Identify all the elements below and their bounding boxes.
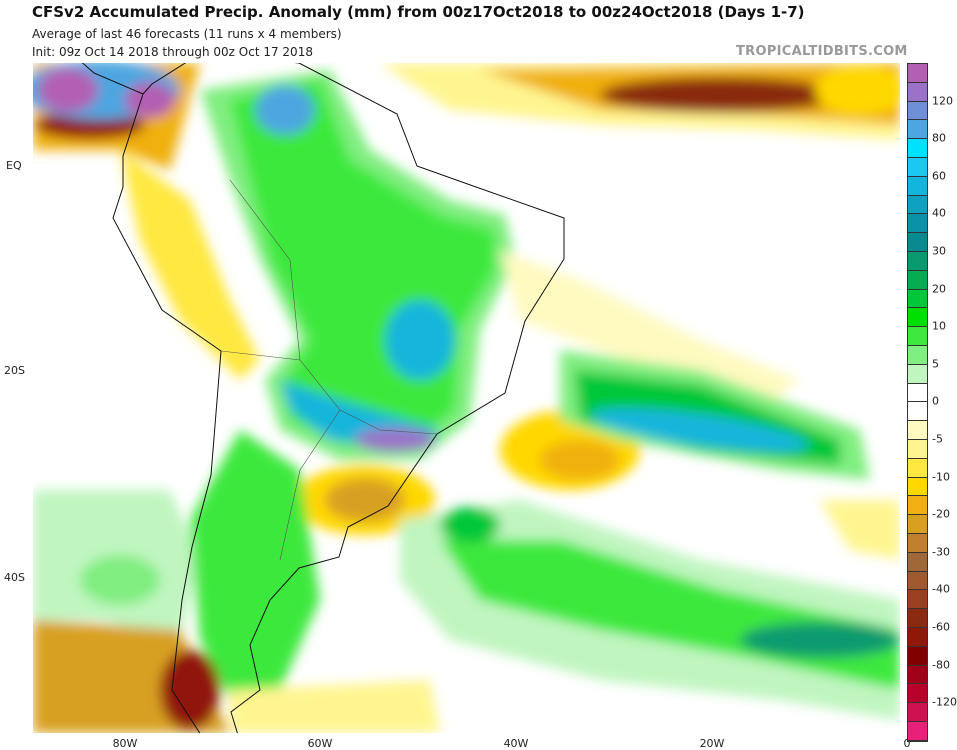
colorbar-segment bbox=[908, 458, 927, 478]
colorbar-segment bbox=[908, 157, 927, 177]
colorbar-segment bbox=[908, 308, 927, 328]
colorbar-label: -20 bbox=[932, 507, 950, 521]
colorbar-label: 10 bbox=[932, 319, 946, 333]
colorbar-segment bbox=[908, 64, 927, 83]
colorbar-segment bbox=[908, 233, 927, 252]
colorbar bbox=[907, 63, 928, 742]
colorbar-label: 40 bbox=[932, 206, 946, 220]
colorbar-segment bbox=[908, 684, 927, 704]
colorbar-segment bbox=[908, 590, 927, 610]
colorbar-segment bbox=[908, 439, 927, 459]
colorbar-label: 80 bbox=[932, 131, 946, 145]
colorbar-segment bbox=[908, 646, 927, 666]
lon-label-80w: 80W bbox=[112, 737, 138, 750]
colorbar-segment bbox=[908, 515, 927, 534]
colorbar-label: 20 bbox=[932, 282, 946, 296]
colorbar-segment bbox=[908, 421, 927, 440]
precip-anomaly-map bbox=[33, 63, 900, 733]
colorbar-segment bbox=[908, 477, 927, 497]
lat-label-20s: 20S bbox=[4, 364, 25, 377]
colorbar-label: 0 bbox=[932, 394, 939, 408]
colorbar-segment bbox=[908, 101, 927, 121]
colorbar-label: -5 bbox=[932, 432, 943, 446]
colorbar-label: 30 bbox=[932, 244, 946, 258]
watermark: TROPICALTIDBITS.COM bbox=[736, 44, 908, 59]
colorbar-segment bbox=[908, 703, 927, 722]
map-title: CFSv2 Accumulated Precip. Anomaly (mm) f… bbox=[32, 3, 805, 21]
lat-label-40s: 40S bbox=[4, 571, 25, 584]
lon-label-40w: 40W bbox=[503, 737, 529, 750]
colorbar-segment bbox=[908, 364, 927, 384]
colorbar-label: -10 bbox=[932, 470, 950, 484]
colorbar-segment bbox=[908, 327, 927, 346]
colorbar-segment bbox=[908, 120, 927, 140]
init-info: Init: 09z Oct 14 2018 through 00z Oct 17… bbox=[32, 45, 313, 59]
colorbar-segment bbox=[908, 270, 927, 290]
colorbar-segment bbox=[908, 627, 927, 647]
colorbar-segment bbox=[908, 214, 927, 234]
colorbar-segment bbox=[908, 533, 927, 553]
colorbar-label: -120 bbox=[932, 695, 957, 709]
colorbar-segment bbox=[908, 383, 927, 403]
lon-label-0: 0 bbox=[903, 737, 911, 750]
colorbar-segment bbox=[908, 176, 927, 196]
colorbar-segment bbox=[908, 82, 927, 102]
coastline bbox=[81, 63, 565, 733]
colorbar-segment bbox=[908, 665, 927, 685]
colorbar-label: -80 bbox=[932, 658, 950, 672]
colorbar-label: -40 bbox=[932, 582, 950, 596]
colorbar-label: 120 bbox=[932, 94, 953, 108]
lon-label-60w: 60W bbox=[307, 737, 333, 750]
colorbar-segment bbox=[908, 289, 927, 309]
colorbar-segment bbox=[908, 609, 927, 628]
colorbar-segment bbox=[908, 251, 927, 271]
colorbar-segment bbox=[908, 571, 927, 591]
colorbar-label: -60 bbox=[932, 620, 950, 634]
colorbar-segment bbox=[908, 345, 927, 365]
colorbar-segment bbox=[908, 496, 927, 516]
colorbar-segment bbox=[908, 195, 927, 215]
map-subtitle: Average of last 46 forecasts (11 runs x … bbox=[32, 27, 342, 41]
colorbar-segment bbox=[908, 402, 927, 422]
colorbar-label: 5 bbox=[932, 357, 939, 371]
lat-label-eq: EQ bbox=[6, 159, 22, 172]
colorbar-segment bbox=[908, 721, 927, 741]
colorbar-label: -30 bbox=[932, 545, 950, 559]
lon-label-20w: 20W bbox=[699, 737, 725, 750]
colorbar-label: 60 bbox=[932, 169, 946, 183]
colorbar-segment bbox=[908, 139, 927, 158]
colorbar-segment bbox=[908, 552, 927, 572]
